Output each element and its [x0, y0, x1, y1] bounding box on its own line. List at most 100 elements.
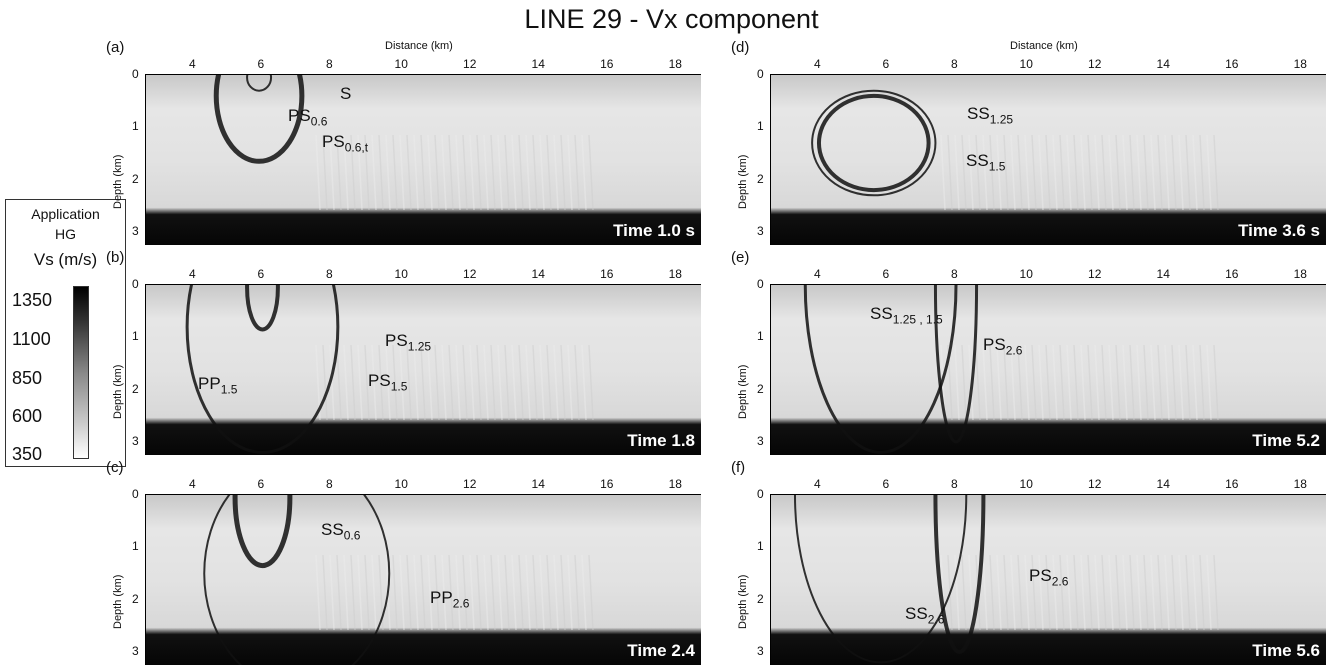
- legend-value: 600: [12, 406, 43, 426]
- wavefront: [246, 75, 273, 92]
- x-tick-label: 10: [1019, 267, 1033, 281]
- annotation-subscript: 2.6: [452, 596, 470, 611]
- y-tick-label: 0: [757, 277, 764, 291]
- wavefront: [245, 285, 280, 332]
- x-tick-label: 18: [1293, 477, 1307, 491]
- wave-annotation: PS2.6: [983, 335, 1022, 357]
- y-tick-label: 2: [757, 591, 764, 606]
- y-tick-label: 1: [757, 329, 764, 344]
- wave-annotation: PS2.6: [1029, 566, 1068, 588]
- annotation-subscript: 1.25: [407, 339, 432, 354]
- legend-value: 1350: [12, 290, 53, 310]
- y-tick-label: 2: [132, 171, 139, 186]
- x-tick-label: 12: [463, 477, 477, 491]
- x-tick-label: 6: [257, 57, 265, 71]
- y-tick-label: 3: [132, 433, 139, 448]
- wavefront: [213, 75, 305, 164]
- x-tick-label: 14: [1156, 267, 1170, 281]
- annotation-main: PS: [322, 132, 345, 151]
- time-label: Time 5.2: [1252, 431, 1320, 450]
- panel-label: (c): [106, 459, 124, 476]
- x-tick-label: 6: [882, 57, 890, 71]
- x-tick-label: 10: [1019, 57, 1033, 71]
- x-tick-label: 10: [394, 57, 408, 71]
- y-tick-label: 2: [757, 381, 764, 396]
- x-tick-label: 12: [463, 57, 477, 71]
- y-axis-label: Depth (km): [112, 364, 124, 419]
- wavefield-image: [771, 285, 1326, 455]
- time-label: Time 5.6: [1252, 641, 1320, 660]
- y-axis-label: Depth (km): [737, 154, 749, 209]
- seismic-panel-f: Time 5.6: [770, 494, 1326, 665]
- panel-label: (b): [106, 249, 125, 266]
- x-tick-label: 6: [257, 267, 265, 281]
- wave-annotation: PP2.6: [430, 588, 469, 610]
- wavefield-image: [771, 495, 1326, 665]
- annotation-main: PP: [198, 374, 221, 393]
- x-tick-label: 8: [951, 477, 958, 491]
- wavefield-image: [146, 495, 701, 665]
- annotation-subscript: 0.6: [343, 528, 361, 543]
- panel-label: (a): [106, 39, 125, 56]
- wave-annotation: SS0.6: [321, 520, 360, 542]
- x-tick-label: 4: [813, 477, 821, 491]
- x-tick-label: 10: [1019, 477, 1033, 491]
- wavefield-image: [771, 75, 1326, 245]
- y-tick-label: 0: [132, 67, 139, 81]
- wavefront: [933, 495, 986, 654]
- y-tick-label: 2: [132, 381, 139, 396]
- annotation-main: PS: [288, 106, 311, 125]
- colorbar: [73, 286, 89, 459]
- time-label: Time 1.8: [627, 431, 695, 450]
- wave-annotation: SS2.6: [905, 604, 944, 626]
- x-axis-label: Distance (km): [1010, 40, 1078, 52]
- legend-line1: Application: [31, 206, 100, 222]
- panel-label: (d): [731, 39, 750, 56]
- annotation-subscript: 1.5: [390, 379, 408, 394]
- y-tick-label: 1: [757, 539, 764, 554]
- annotation-subscript: 0.6: [310, 114, 328, 129]
- wavefront: [811, 89, 937, 197]
- x-tick-label: 10: [394, 477, 408, 491]
- x-tick-label: 16: [1225, 267, 1239, 281]
- x-tick-label: 18: [1293, 267, 1307, 281]
- y-tick-label: 3: [132, 223, 139, 238]
- panel-label: (e): [731, 249, 750, 266]
- y-axis-label: Depth (km): [112, 154, 124, 209]
- y-tick-label: 2: [757, 171, 764, 186]
- annotation-main: S: [340, 84, 352, 103]
- legend-value: 850: [12, 368, 43, 388]
- annotation-subscript: 1.25: [989, 112, 1014, 127]
- x-tick-label: 12: [463, 267, 477, 281]
- y-tick-label: 3: [757, 433, 764, 448]
- x-tick-label: 14: [531, 57, 545, 71]
- y-tick-label: 2: [132, 591, 139, 606]
- x-tick-label: 18: [1293, 57, 1307, 71]
- y-tick-label: 3: [757, 643, 764, 658]
- x-tick-label: 8: [951, 267, 958, 281]
- seismic-panel-c: Time 2.4: [145, 494, 701, 665]
- x-axis-label: Distance (km): [385, 40, 453, 52]
- x-tick-label: 16: [600, 477, 614, 491]
- x-tick-label: 18: [668, 57, 682, 71]
- velocity-background: [771, 285, 1326, 455]
- wave-annotation: PS0.6: [288, 106, 327, 128]
- legend-value: 350: [12, 444, 43, 464]
- x-tick-label: 16: [1225, 57, 1239, 71]
- seismic-panel-d: Time 3.6 s: [770, 74, 1326, 245]
- x-tick-label: 16: [600, 267, 614, 281]
- velocity-legend: Application HG Vs (m/s) 1350 1100 850 60…: [5, 199, 126, 467]
- x-tick-label: 8: [951, 57, 958, 71]
- x-tick-label: 8: [326, 477, 333, 491]
- y-tick-label: 1: [132, 539, 139, 554]
- legend-line2: HG: [55, 226, 76, 242]
- velocity-background: [771, 495, 1326, 665]
- seismic-panel-a: Time 1.0 s: [145, 74, 701, 245]
- wavefront: [203, 495, 391, 665]
- x-tick-label: 14: [531, 477, 545, 491]
- legend-value: 1100: [12, 329, 51, 349]
- velocity-background: [146, 495, 701, 665]
- wavefront: [803, 285, 958, 454]
- wave-annotation: PP1.5: [198, 374, 237, 396]
- annotation-main: PS: [983, 335, 1006, 354]
